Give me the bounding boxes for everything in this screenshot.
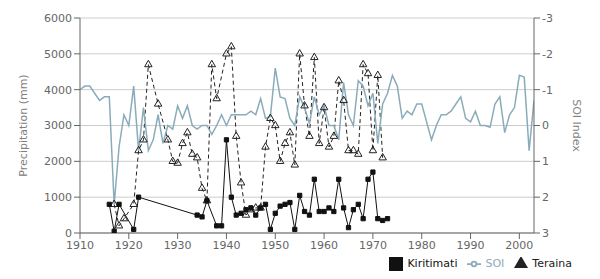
svg-text:1950: 1950	[261, 239, 289, 252]
svg-text:1930: 1930	[164, 239, 192, 252]
svg-text:3: 3	[542, 227, 549, 240]
html-text:Teraina: Teraina	[532, 257, 572, 270]
svg-text:SOI Index: SOI Index	[570, 99, 583, 152]
svg-text:3000: 3000	[44, 119, 72, 132]
svg-text:-1: -1	[542, 84, 553, 97]
html-text:Kiritimati: Kiritimati	[407, 257, 458, 270]
svg-text:1960: 1960	[310, 239, 338, 252]
svg-text:1970: 1970	[359, 239, 387, 252]
svg-text:2: 2	[542, 191, 549, 204]
svg-text:1000: 1000	[44, 191, 72, 204]
svg-text:1910: 1910	[66, 239, 94, 252]
svg-text:0: 0	[65, 227, 72, 240]
svg-text:5000: 5000	[44, 48, 72, 61]
svg-text:4000: 4000	[44, 84, 72, 97]
svg-text:6000: 6000	[44, 12, 72, 25]
svg-text:1920: 1920	[115, 239, 143, 252]
svg-text:2000: 2000	[44, 155, 72, 168]
svg-text:1980: 1980	[408, 239, 436, 252]
svg-text:-3: -3	[542, 12, 553, 25]
svg-text:2000: 2000	[505, 239, 533, 252]
svg-text:1: 1	[542, 155, 549, 168]
html-text:SOI: SOI	[485, 257, 505, 270]
svg-text:1990: 1990	[457, 239, 485, 252]
svg-text:-2: -2	[542, 48, 553, 61]
svg-text:Precipitation (mm): Precipitation (mm)	[17, 74, 30, 176]
svg-text:0: 0	[542, 119, 549, 132]
svg-text:1940: 1940	[212, 239, 240, 252]
